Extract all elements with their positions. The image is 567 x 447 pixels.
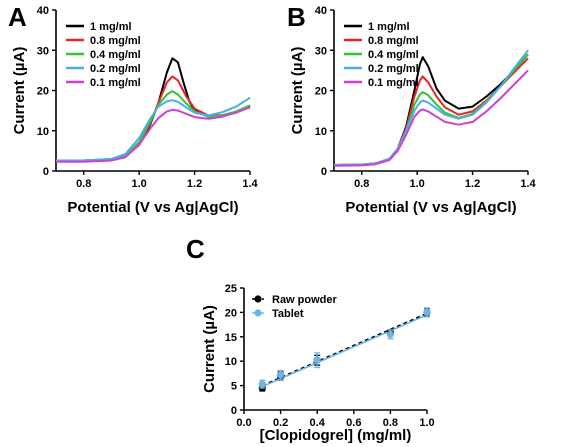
fit-line	[261, 312, 428, 387]
y-axis-label: Current (µA)	[289, 47, 306, 135]
series-line	[333, 53, 529, 166]
y-axis-label: Current (µA)	[201, 305, 218, 393]
y-axis-label: Current (µA)	[11, 47, 28, 135]
legend-label: 0.1 mg/ml	[90, 77, 141, 89]
x-tick-label: 1.0	[131, 178, 146, 190]
legend-marker	[254, 295, 262, 303]
x-axis-label: Potential (V vs Ag|AgCl)	[345, 199, 516, 216]
y-tick-label: 0	[321, 166, 327, 178]
data-point	[258, 380, 266, 388]
series-line	[333, 53, 529, 166]
legend-label: 0.8 mg/ml	[90, 35, 141, 47]
x-tick-label: 1.4	[520, 178, 536, 190]
x-tick-label: 0.6	[346, 417, 361, 429]
x-tick-label: 0.8	[76, 178, 91, 190]
panel-letter: C	[186, 234, 205, 264]
y-tick-label: 10	[225, 356, 237, 368]
y-tick-label: 10	[315, 126, 327, 138]
x-tick-label: 0.8	[354, 178, 369, 190]
x-axis-label: Potential (V vs Ag|AgCl)	[67, 199, 238, 216]
fit-line	[261, 314, 428, 388]
legend-label: 1 mg/ml	[368, 21, 410, 33]
x-tick-label: 1.0	[419, 417, 434, 429]
y-tick-label: 30	[315, 45, 327, 57]
y-tick-label: 25	[225, 283, 237, 295]
legend-label: 0.4 mg/ml	[368, 49, 419, 61]
y-tick-label: 30	[37, 45, 49, 57]
panel-letter: A	[8, 2, 27, 32]
y-tick-label: 20	[315, 86, 327, 98]
x-tick-label: 0.2	[273, 417, 288, 429]
data-point	[313, 356, 321, 364]
y-tick-label: 5	[231, 381, 237, 393]
y-tick-label: 20	[225, 307, 237, 319]
y-tick-label: 20	[37, 86, 49, 98]
y-tick-label: 10	[37, 126, 49, 138]
series-line	[56, 75, 251, 162]
panel-b-chart: B 0 10 20 30 40 0.8 1.0 1.2 1.4 Potential (V vs Ag…	[287, 2, 537, 216]
legend-label: 0.2 mg/ml	[368, 63, 419, 75]
x-tick-label: 0.8	[383, 417, 398, 429]
legend-label: 0.4 mg/ml	[90, 49, 141, 61]
legend-label: 1 mg/ml	[90, 21, 132, 33]
y-tick-label: 40	[37, 5, 49, 17]
x-tick-label: 1.4	[242, 178, 258, 190]
y-tick-label: 15	[225, 332, 237, 344]
legend-label: 0.2 mg/ml	[90, 63, 141, 75]
legend-label: 0.1 mg/ml	[368, 77, 419, 89]
panel-a-chart: A 0 10 20 30 40 0.8 1.0 1.2 1.4 Potential (V vs Ag…	[8, 2, 259, 216]
panel-letter: B	[287, 2, 306, 32]
series-line	[56, 106, 251, 163]
x-tick-label: 1.2	[465, 178, 480, 190]
series-line	[333, 49, 529, 166]
x-tick-label: 0.4	[310, 417, 326, 429]
y-tick-label: 0	[231, 405, 237, 417]
y-tick-label: 40	[315, 5, 327, 17]
legend-marker	[254, 309, 262, 317]
x-tick-label: 1.0	[409, 178, 424, 190]
data-point	[277, 371, 285, 379]
panel-c-chart: C 0 5 10 15 20 25 0.0 0.2 0.4 0.6 0.8 1.0 [Clopidogre…	[186, 234, 435, 444]
legend-label: Raw powder	[272, 294, 338, 306]
series-line	[56, 96, 251, 162]
data-point	[423, 308, 431, 316]
legend-label: 0.8 mg/ml	[368, 35, 419, 47]
legend-label: Tablet	[272, 308, 304, 320]
x-tick-label: 1.2	[187, 178, 202, 190]
series-line	[56, 57, 251, 162]
data-point	[386, 330, 394, 338]
x-tick-label: 0.0	[236, 417, 251, 429]
y-tick-label: 0	[43, 166, 49, 178]
x-axis-label: [Clopidogrel] (mg/ml)	[260, 427, 412, 444]
series-line	[333, 69, 529, 167]
